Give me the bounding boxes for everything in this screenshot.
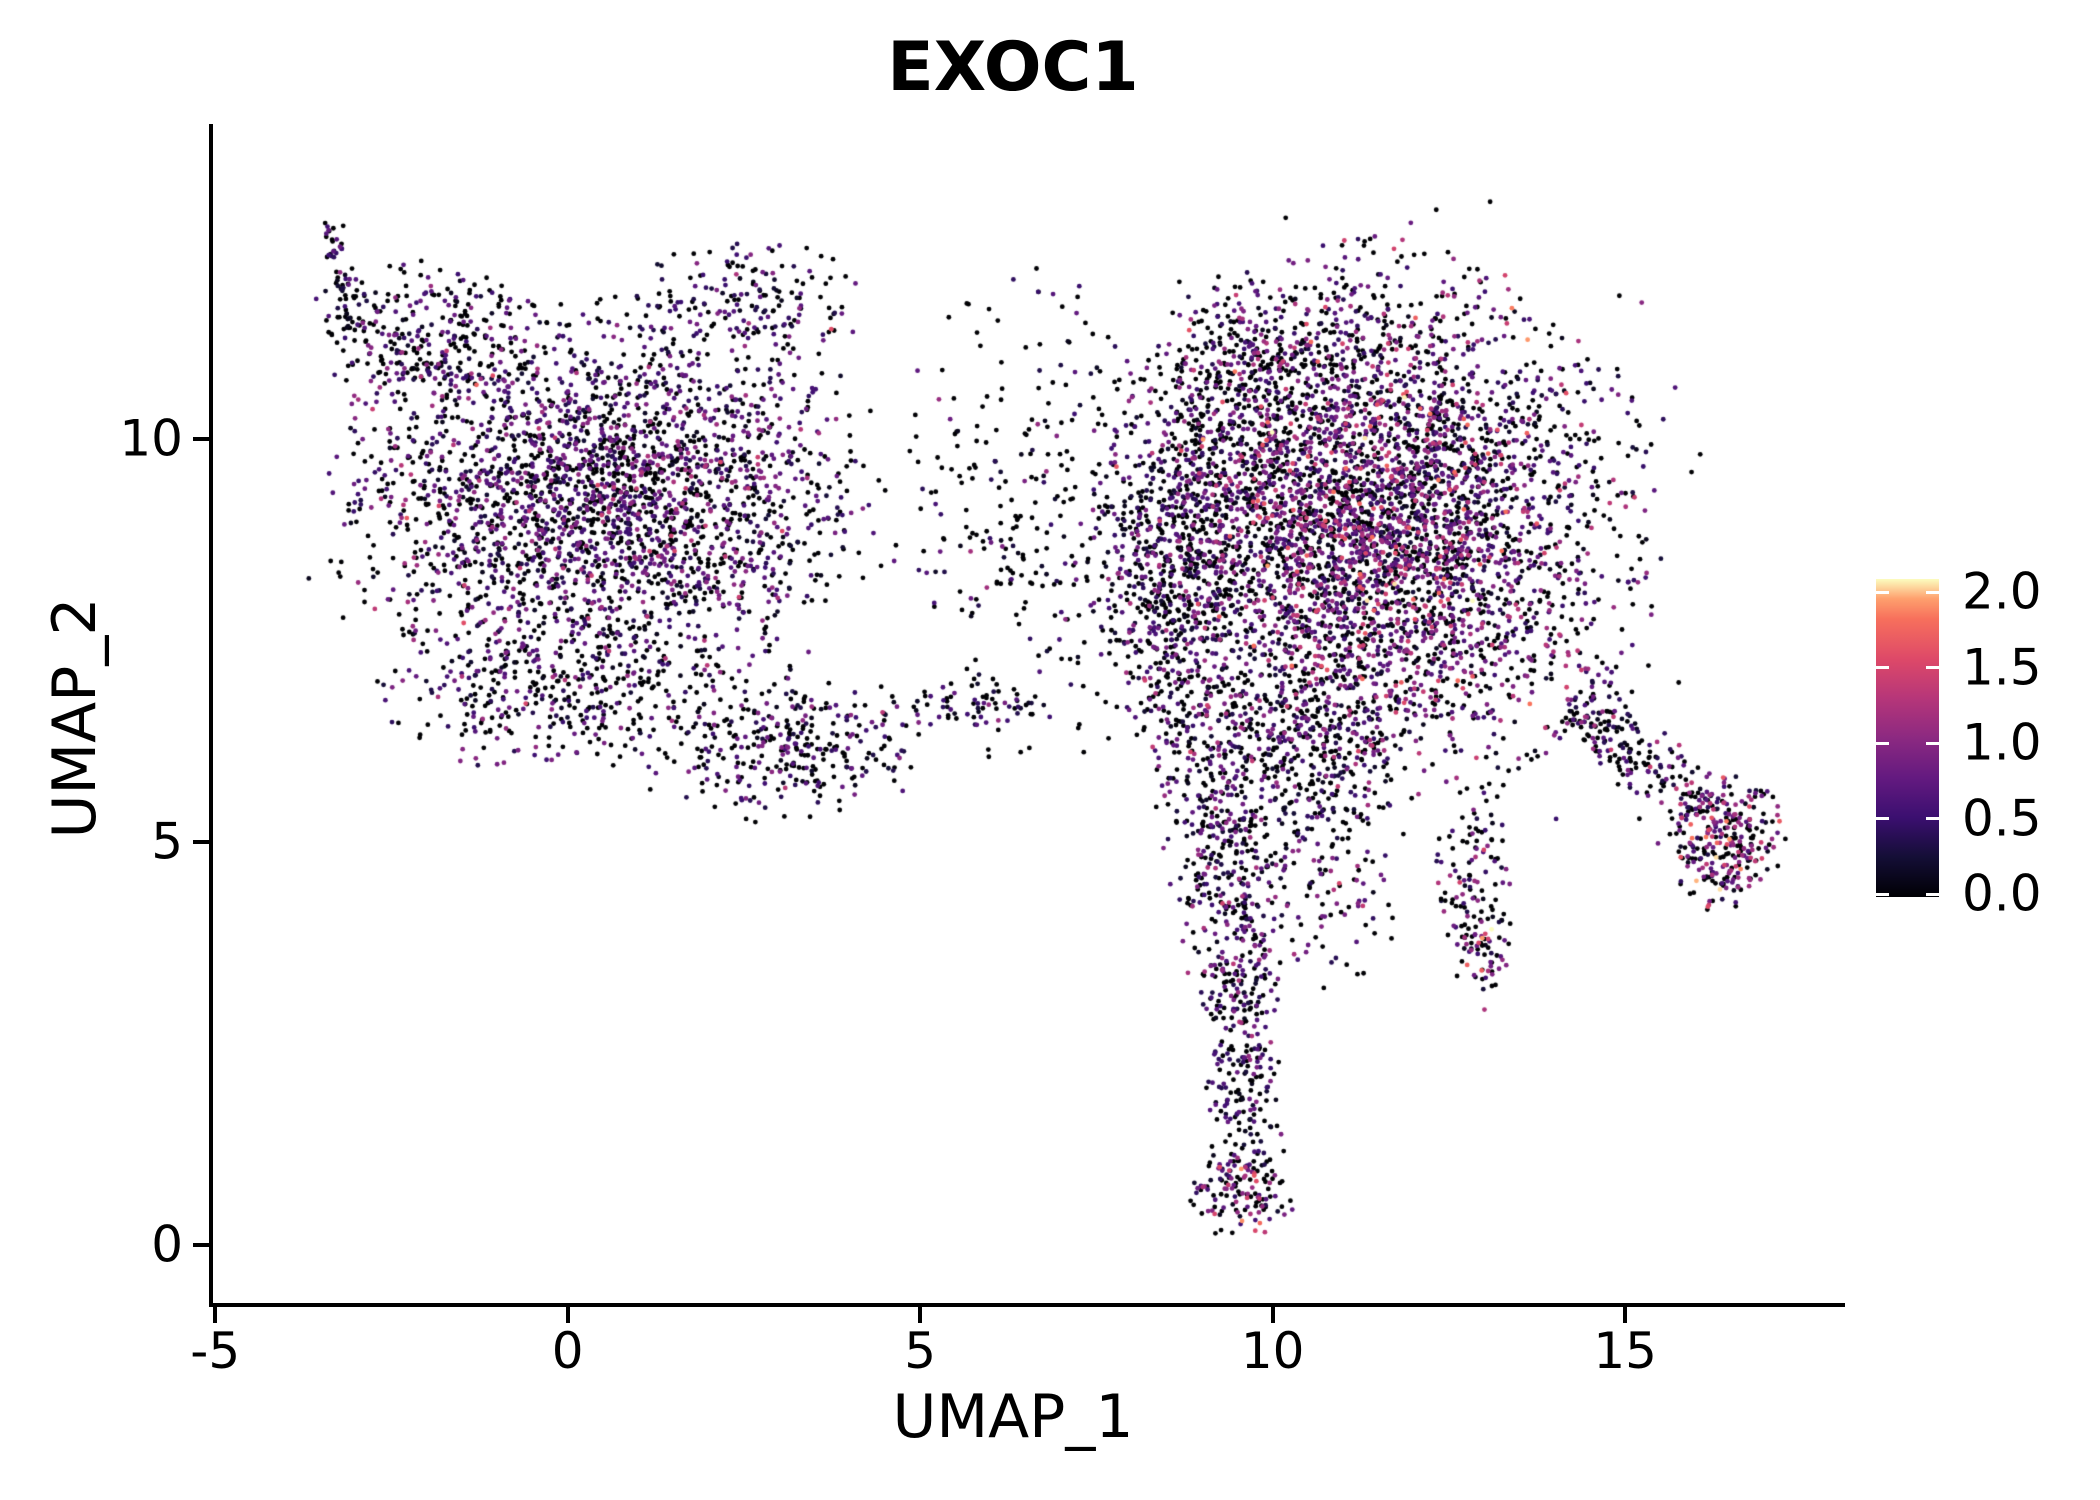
colorbar-tick-mark bbox=[1876, 817, 1889, 820]
x-axis-title: UMAP_1 bbox=[892, 1382, 1134, 1452]
colorbar-tick-label: 0.0 bbox=[1962, 864, 2042, 923]
x-tick-mark bbox=[918, 1307, 923, 1323]
x-tick-label: 10 bbox=[1240, 1322, 1305, 1380]
colorbar-tick-mark bbox=[1926, 590, 1939, 594]
colorbar-tick-label: 1.0 bbox=[1962, 713, 2042, 772]
x-tick-label: -5 bbox=[190, 1322, 241, 1380]
chart-title: EXOC1 bbox=[887, 28, 1139, 107]
x-tick-mark bbox=[213, 1307, 218, 1323]
x-tick-label: 0 bbox=[551, 1322, 584, 1380]
colorbar-tick-label: 2.0 bbox=[1962, 562, 2042, 621]
x-axis-line bbox=[209, 1303, 1845, 1307]
y-axis-line bbox=[209, 124, 213, 1307]
x-tick-mark bbox=[1270, 1307, 1275, 1323]
x-tick-label: 5 bbox=[904, 1322, 937, 1380]
colorbar-tick-label: 0.5 bbox=[1962, 789, 2042, 847]
y-tick-label: 10 bbox=[119, 409, 183, 468]
y-tick-mark bbox=[193, 1243, 209, 1248]
colorbar-tick-label: 1.5 bbox=[1962, 638, 2042, 696]
colorbar-tick-mark bbox=[1876, 892, 1889, 896]
colorbar-tick-mark bbox=[1926, 817, 1939, 820]
colorbar-tick-mark bbox=[1876, 741, 1889, 745]
colorbar-tick-mark bbox=[1926, 892, 1939, 896]
colorbar-gradient bbox=[1876, 579, 1939, 897]
x-tick-mark bbox=[1623, 1307, 1628, 1323]
x-tick-label: 15 bbox=[1593, 1322, 1657, 1380]
colorbar-tick-mark bbox=[1926, 741, 1939, 745]
y-tick-mark bbox=[193, 840, 209, 845]
colorbar-tick-mark bbox=[1876, 666, 1889, 669]
colorbar-tick-mark bbox=[1926, 666, 1939, 669]
colorbar-tick-mark bbox=[1876, 590, 1889, 594]
y-axis-title: UMAP_2 bbox=[40, 597, 110, 839]
y-tick-label: 0 bbox=[151, 1215, 183, 1274]
x-tick-mark bbox=[565, 1307, 570, 1323]
y-tick-mark bbox=[193, 437, 209, 442]
y-tick-label: 5 bbox=[151, 812, 183, 871]
